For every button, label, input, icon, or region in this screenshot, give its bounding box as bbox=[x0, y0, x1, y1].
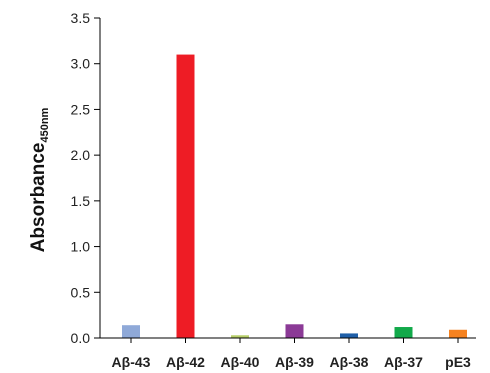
y-tick-label: 0.0 bbox=[71, 330, 91, 346]
x-tick-label: Aβ-42 bbox=[166, 354, 205, 370]
y-axis-label-main: Absorbance bbox=[28, 143, 49, 253]
bar-7 bbox=[449, 329, 467, 338]
y-tick-label: 3.0 bbox=[71, 56, 91, 72]
y-tick-label: 0.5 bbox=[71, 284, 91, 300]
bar-4 bbox=[285, 324, 304, 338]
bar-1 bbox=[122, 325, 140, 338]
y-tick-label: 2.0 bbox=[71, 147, 91, 163]
x-axis: Aβ-43 Aβ-42 Aβ-40 Aβ-39 Aβ-38 Aβ-37 pE3 bbox=[100, 337, 476, 370]
y-tick-label: 1.0 bbox=[71, 239, 91, 255]
bar-5 bbox=[340, 333, 358, 338]
bar-6 bbox=[394, 327, 413, 338]
bar-2 bbox=[176, 54, 195, 338]
y-tick-label: 3.5 bbox=[71, 10, 91, 26]
bar-3 bbox=[231, 335, 249, 338]
x-tick-label: Aβ-40 bbox=[221, 354, 260, 370]
y-axis-label: Absorbance450nm bbox=[28, 107, 51, 252]
x-tick-label: pE3 bbox=[445, 354, 471, 370]
y-tick-label: 1.5 bbox=[71, 193, 91, 209]
x-tick-label: Aβ-38 bbox=[330, 354, 369, 370]
y-axis: 0.0 0.5 1.0 1.5 2.0 2.5 3.0 3.5 bbox=[71, 10, 101, 346]
x-tick-label: Aβ-37 bbox=[384, 354, 423, 370]
y-axis-label-subscript: 450nm bbox=[39, 107, 51, 142]
x-tick-label: Aβ-39 bbox=[275, 354, 314, 370]
x-tick-label: Aβ-43 bbox=[112, 354, 151, 370]
y-tick-label: 2.5 bbox=[71, 101, 91, 117]
bars bbox=[122, 54, 467, 338]
